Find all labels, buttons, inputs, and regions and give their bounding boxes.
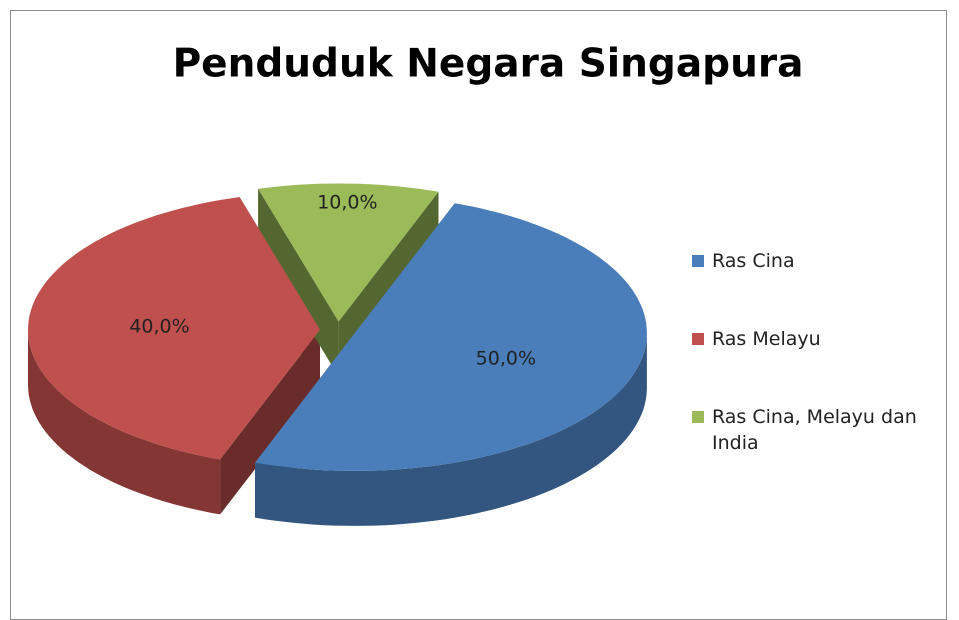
slice-top — [255, 203, 647, 471]
data-label: 40,0% — [129, 316, 189, 338]
legend-item: Ras Cina, Melayu dan India — [692, 404, 950, 456]
slice-side — [220, 329, 320, 515]
legend-item: Ras Melayu — [692, 326, 950, 352]
top-layer — [28, 183, 647, 471]
legend-swatch — [692, 333, 704, 345]
legend-item: Ras Cina — [692, 248, 950, 274]
data-label: 10,0% — [317, 191, 377, 213]
slice-wall — [255, 332, 647, 526]
legend: Ras Cina Ras Melayu Ras Cina, Melayu dan I… — [692, 248, 950, 456]
slice-top — [258, 183, 439, 322]
slice-top — [28, 197, 320, 460]
legend-label: Ras Cina, Melayu dan India — [712, 406, 917, 454]
data-label: 50,0% — [476, 347, 536, 369]
legend-label: Ras Cina — [712, 250, 795, 272]
slice-wall — [28, 329, 221, 515]
chart-title: Penduduk Negara Singapura — [173, 42, 804, 87]
label-layer: 50,0% 40,0% 10,0% — [129, 191, 536, 369]
legend-swatch — [692, 255, 704, 267]
legend-label: Ras Melayu — [712, 328, 821, 350]
legend-swatch — [692, 411, 704, 423]
wall-layer — [28, 329, 647, 526]
